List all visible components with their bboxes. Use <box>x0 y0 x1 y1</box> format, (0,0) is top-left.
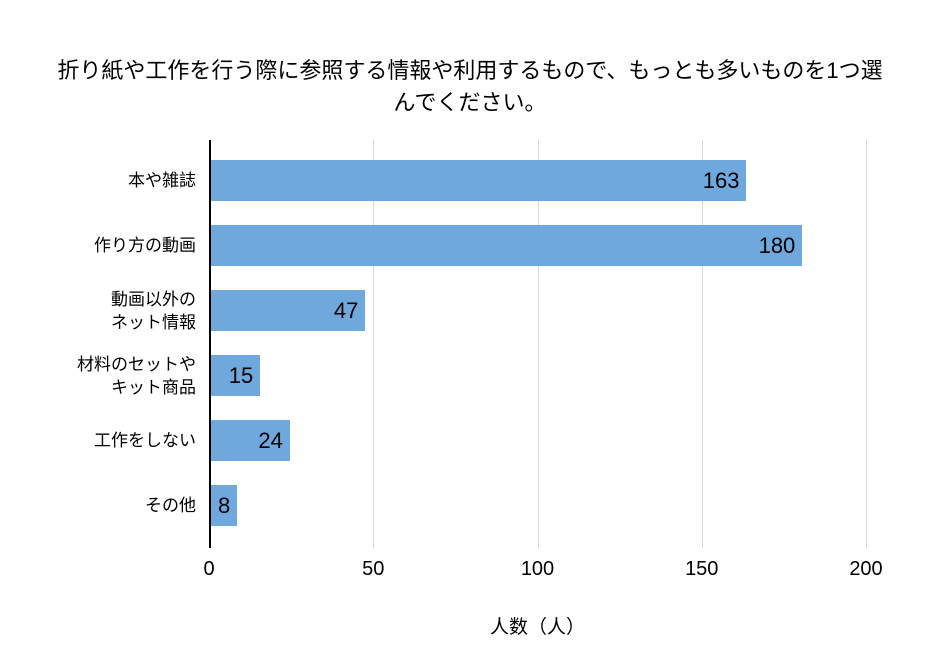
value-label: 180 <box>758 232 796 258</box>
gridline-100 <box>537 140 539 548</box>
bar-row: その他 8 <box>0 473 866 538</box>
bar-row: 動画以外の ネット情報 47 <box>0 278 866 343</box>
bar-track: 8 <box>209 473 866 538</box>
bar: 180 <box>211 225 803 266</box>
gridline-200 <box>866 140 867 548</box>
y-axis-line <box>209 140 211 548</box>
bar-track: 163 <box>209 148 866 213</box>
category-label: 材料のセットや キット商品 <box>77 354 196 397</box>
bar-rows: 本や雑誌 163 作り方の動画 180 動画以外の ネット情報 47 材料のセットや キット… <box>0 148 866 538</box>
x-tick-label: 200 <box>849 558 883 580</box>
bar-row: 本や雑誌 163 <box>0 148 866 213</box>
value-label: 15 <box>228 362 254 388</box>
bar-row: 作り方の動画 180 <box>0 213 866 278</box>
category-label: 本や雑誌 <box>128 171 196 190</box>
bar: 163 <box>211 160 747 201</box>
gridline-150 <box>701 140 703 548</box>
category-label: 工作をしない <box>94 431 196 450</box>
x-tick-label: 0 <box>203 558 215 580</box>
bar-row: 材料のセットや キット商品 15 <box>0 343 866 408</box>
bar: 24 <box>211 420 290 461</box>
bar-row: 工作をしない 24 <box>0 408 866 473</box>
x-tick-label: 150 <box>685 558 719 580</box>
category-label: 動画以外の ネット情報 <box>111 289 196 332</box>
gridline-50 <box>373 140 375 548</box>
category-label: その他 <box>145 496 196 515</box>
value-label: 8 <box>218 492 231 518</box>
x-axis-title: 人数（人） <box>489 617 585 638</box>
bar-track: 47 <box>209 278 866 343</box>
chart-title-line2: んでください。 <box>393 90 547 115</box>
value-label: 163 <box>702 167 740 193</box>
bar-track: 24 <box>209 408 866 473</box>
chart-title: 折り紙や工作を行う際に参照する情報や利用するもので、もっとも多いものを1つ選 ん… <box>0 55 940 119</box>
value-label: 24 <box>258 427 283 453</box>
bar-track: 15 <box>209 343 866 408</box>
bar: 47 <box>211 290 366 331</box>
value-label: 47 <box>333 297 359 323</box>
chart-title-line1: 折り紙や工作を行う際に参照する情報や利用するもので、もっとも多いものを1つ選 <box>57 58 883 83</box>
bar: 15 <box>211 355 261 396</box>
bar: 8 <box>211 485 238 526</box>
category-label: 作り方の動画 <box>94 236 196 255</box>
x-tick-label: 100 <box>520 558 555 580</box>
bar-track: 180 <box>209 213 866 278</box>
x-tick-label: 50 <box>362 558 385 580</box>
plot-area <box>209 140 867 548</box>
